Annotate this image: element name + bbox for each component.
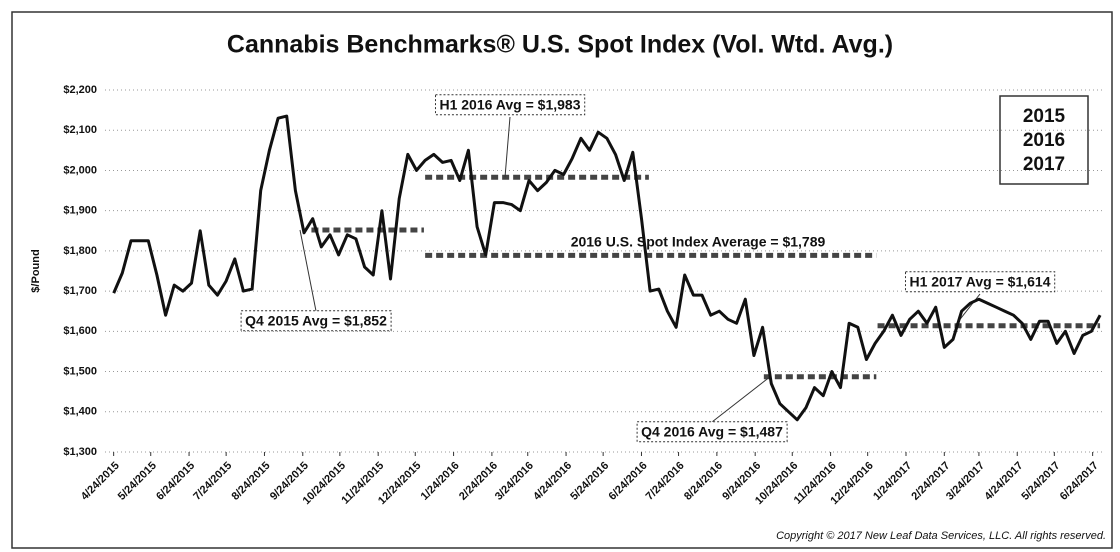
leader-line — [299, 229, 317, 312]
reference-label-box — [434, 94, 586, 116]
chart-title: Cannabis Benchmarks® U.S. Spot Index (Vo… — [227, 31, 893, 59]
y-tick-label: $1,500 — [63, 365, 97, 377]
reference-label: Q4 2015 Avg = $1,852 — [245, 313, 387, 329]
reference-label: H1 2017 Avg = $1,614 — [909, 274, 1050, 290]
reference-label: Q4 2016 Avg = $1,487 — [641, 424, 783, 440]
y-tick-label: $1,300 — [63, 446, 97, 458]
legend-label: 2015 — [1023, 106, 1066, 127]
y-tick-label: $2,000 — [63, 164, 97, 176]
legend-label: 2017 — [1023, 154, 1065, 175]
reference-label-box — [240, 310, 392, 332]
index-line — [112, 114, 1102, 422]
y-tick-label: $1,800 — [63, 245, 97, 257]
reference-label: 2016 U.S. Spot Index Average = $1,789 — [571, 234, 826, 250]
y-axis-label: $/Pound — [30, 249, 42, 292]
y-tick-label: $1,400 — [63, 406, 97, 418]
reference-label: H1 2016 Avg = $1,983 — [439, 97, 580, 113]
leader-line — [504, 116, 511, 178]
leader-line — [711, 376, 771, 423]
y-tick-label: $1,900 — [63, 205, 97, 217]
legend-box — [999, 95, 1089, 185]
y-tick-label: $2,200 — [63, 84, 97, 96]
reference-label-bg — [567, 233, 829, 250]
reference-label-box — [904, 271, 1056, 293]
legend-label: 2016 — [1023, 130, 1065, 151]
y-tick-label: $1,600 — [63, 325, 97, 337]
y-tick-label: $2,100 — [63, 124, 97, 136]
copyright: Copyright © 2017 New Leaf Data Services,… — [776, 530, 1106, 542]
y-tick-label: $1,700 — [63, 285, 97, 297]
reference-label-box — [636, 421, 788, 443]
